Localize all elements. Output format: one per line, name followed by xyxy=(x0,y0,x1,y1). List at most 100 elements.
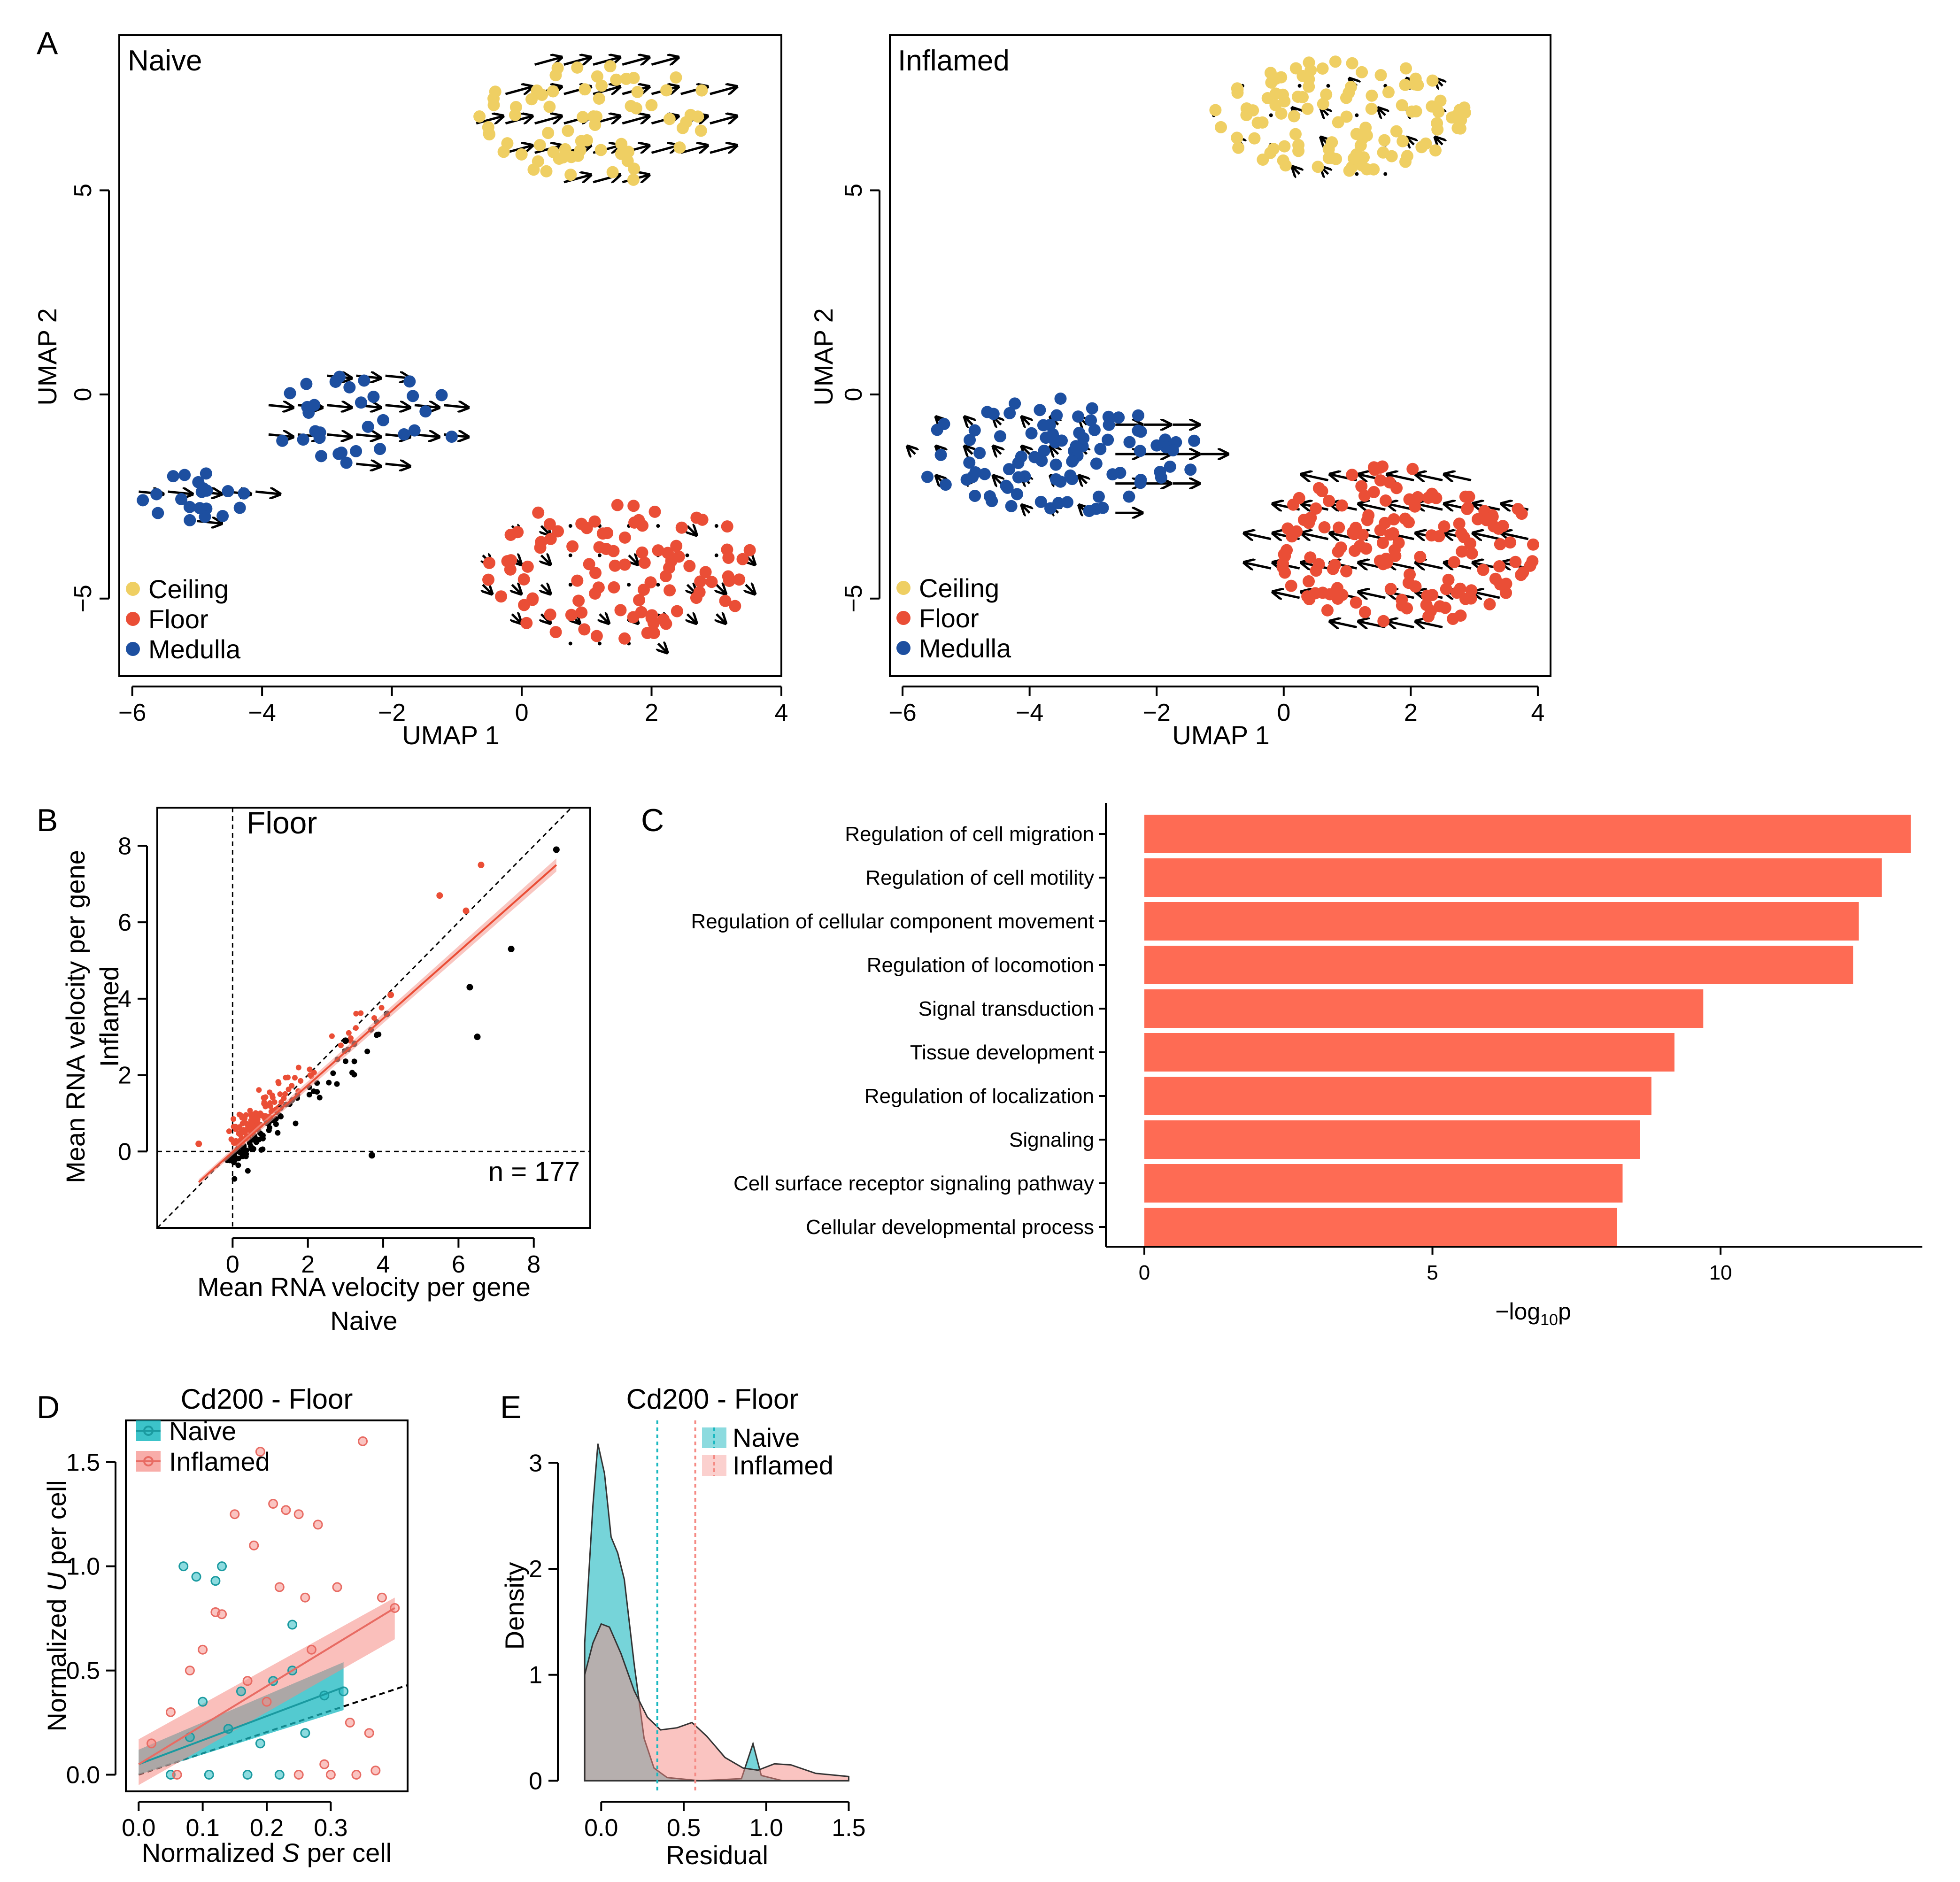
cell-point xyxy=(986,495,998,508)
category-label: Regulation of locomotion xyxy=(867,954,1094,977)
velocity-arrow xyxy=(1436,138,1443,145)
gene-point xyxy=(368,1152,375,1159)
cell-point xyxy=(636,546,648,559)
y-tick-label: 3 xyxy=(529,1450,542,1477)
cell-point xyxy=(1287,498,1300,511)
velocity-arrow xyxy=(1245,563,1272,568)
cell-point xyxy=(1429,144,1442,157)
gene-point xyxy=(307,1066,313,1072)
naive-point xyxy=(191,1572,201,1582)
inflamed-point xyxy=(293,1509,304,1519)
cell-point xyxy=(1324,588,1336,601)
cell-point xyxy=(1377,615,1390,627)
gene-point xyxy=(267,1103,273,1109)
cell-point xyxy=(662,547,674,559)
cell-point xyxy=(572,149,585,162)
cell-point xyxy=(1279,159,1292,172)
y-tick-label: 0 xyxy=(69,388,97,401)
x-tick-label: 0.0 xyxy=(584,1814,618,1842)
velocity-arrows xyxy=(139,58,754,652)
axes: 0 2 4 6 8 0 2 4 6 8 xyxy=(118,833,540,1278)
cell-point xyxy=(1465,584,1478,597)
cell-point xyxy=(517,573,530,586)
gene-point xyxy=(236,1131,242,1137)
bar xyxy=(1144,1077,1651,1115)
velocity-dot xyxy=(714,553,718,557)
x-axis-label-italic: S xyxy=(282,1838,300,1867)
cell-point xyxy=(1400,62,1412,75)
category-label: Regulation of cellular component movemen… xyxy=(691,910,1094,933)
inflamed-confidence-band xyxy=(139,1597,395,1785)
plot-frame xyxy=(118,34,782,677)
cell-point xyxy=(1123,436,1136,448)
velocity-arrow xyxy=(541,555,550,564)
legend-inflamed-label: Inflamed xyxy=(733,1450,833,1480)
x-axis-label-suffix: p xyxy=(1558,1298,1571,1325)
cell-point xyxy=(552,525,564,538)
velocity-arrow xyxy=(658,643,666,652)
cell-point xyxy=(487,99,500,111)
cell-point xyxy=(1399,155,1412,168)
cell-point xyxy=(1132,409,1144,422)
cell-point xyxy=(518,599,531,611)
cell-point xyxy=(1317,98,1329,110)
cell-point xyxy=(1426,74,1439,87)
gene-point xyxy=(245,1168,251,1174)
inflamed-point xyxy=(255,1447,265,1457)
velocity-arrow xyxy=(512,614,520,623)
cell-point xyxy=(544,608,556,621)
cell-point xyxy=(1455,527,1468,540)
velocity-arrow xyxy=(1359,592,1386,598)
cell-point xyxy=(577,111,589,123)
velocity-arrow xyxy=(717,585,725,593)
cell-point xyxy=(939,478,952,491)
naive-point xyxy=(274,1769,285,1780)
x-axis-label: Normalized S per cell xyxy=(142,1838,392,1867)
y-tick-label: 1.5 xyxy=(66,1449,100,1476)
cell-point xyxy=(520,617,533,629)
gene-point xyxy=(262,1094,269,1100)
cell-point xyxy=(1524,559,1536,572)
gene-point xyxy=(239,1149,246,1155)
bar xyxy=(1144,989,1704,1028)
cell-point xyxy=(1326,136,1338,149)
cell-point xyxy=(969,489,981,502)
cell-point xyxy=(1438,520,1451,533)
cell-point xyxy=(1379,494,1392,507)
gene-point xyxy=(326,1080,332,1086)
cell-point xyxy=(527,163,540,176)
velocity-arrow xyxy=(687,614,696,623)
cell-point xyxy=(521,560,534,573)
velocity-arrow xyxy=(563,175,590,184)
cell-point xyxy=(1376,537,1389,549)
cell-point xyxy=(673,141,686,154)
cell-point xyxy=(1303,80,1315,93)
velocity-arrow xyxy=(1274,592,1300,598)
cell-points xyxy=(921,55,1540,627)
gene-point xyxy=(195,1141,202,1147)
cell-point xyxy=(690,511,703,524)
cell-point xyxy=(1292,139,1305,151)
cell-point xyxy=(1015,450,1027,463)
cell-point xyxy=(532,506,545,519)
cell-point xyxy=(1323,494,1335,507)
gene-point xyxy=(261,1099,267,1105)
gene-point xyxy=(478,862,485,869)
cell-point xyxy=(1321,604,1334,617)
cell-point xyxy=(1374,69,1387,82)
legend-floor-marker xyxy=(126,612,140,626)
y-axis-label: Density xyxy=(500,1562,529,1650)
cell-point xyxy=(611,499,624,511)
cell-point xyxy=(1288,110,1300,123)
inflamed-point xyxy=(262,1697,272,1707)
gene-point xyxy=(271,1099,278,1105)
cell-point xyxy=(705,576,718,588)
cell-point xyxy=(1361,514,1374,526)
cell-point xyxy=(571,61,584,74)
y-axis-label-prefix: Normalized xyxy=(42,1591,71,1732)
naive-point xyxy=(210,1576,221,1586)
cell-point xyxy=(1247,104,1259,117)
cell-point xyxy=(618,531,631,544)
cell-point xyxy=(1346,57,1358,69)
bar xyxy=(1144,902,1859,941)
